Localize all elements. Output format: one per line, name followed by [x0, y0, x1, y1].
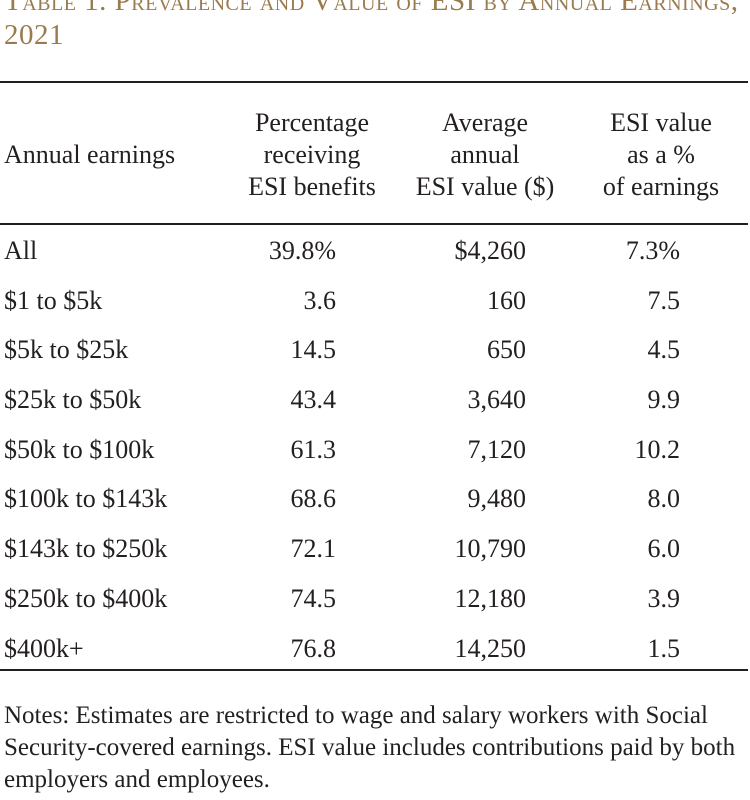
- cell-earnings: $250k to $400k: [4, 583, 168, 613]
- cell-percentage: 61.3: [290, 434, 337, 464]
- cell-value-percent: 4.5: [647, 335, 681, 365]
- cell-earnings: $5k to $25k: [4, 335, 129, 365]
- cell-percentage: 39.8%: [268, 236, 336, 265]
- cell-earnings: $400k+: [4, 633, 84, 663]
- header-line: Percentage: [254, 108, 370, 137]
- table-title: Table 1. Prevalence and Value of ESI by …: [4, 0, 739, 51]
- header-line: of earnings: [602, 172, 720, 201]
- header-line: receiving: [263, 140, 361, 169]
- header-line: as a %: [627, 140, 695, 169]
- cell-average-value: 12,180: [454, 583, 527, 613]
- header-line: annual: [450, 140, 520, 169]
- cell-percentage: 14.5: [290, 335, 337, 365]
- cell-value-percent: 7.3%: [625, 236, 680, 265]
- cell-percentage: 3.6: [303, 285, 337, 315]
- cell-average-value: $4,260: [454, 236, 527, 265]
- cell-percentage: 68.6: [290, 484, 337, 514]
- table-row: $250k to $400k 74.5 12,180 3.9: [0, 574, 748, 624]
- cell-percentage: 76.8: [290, 633, 337, 663]
- cell-percentage: 72.1: [290, 534, 337, 564]
- cell-average-value: 10,790: [454, 534, 527, 564]
- cell-percentage: 74.5: [290, 583, 337, 613]
- header-rule: [0, 223, 748, 225]
- cell-average-value: 14,250: [454, 633, 527, 663]
- cell-earnings: $50k to $100k: [4, 434, 155, 464]
- cell-average-value: 3,640: [467, 385, 527, 415]
- table-body: All 39.8% $4,260 7.3% $1 to $5k 3.6 160 …: [0, 226, 748, 673]
- header-annual-earnings: Annual earnings: [4, 139, 175, 171]
- header-line: ESI value: [610, 108, 712, 137]
- cell-earnings: All: [4, 236, 38, 265]
- cell-value-percent: 1.5: [647, 633, 681, 663]
- cell-average-value: 9,480: [467, 484, 527, 514]
- table-row: $25k to $50k 43.4 3,640 9.9: [0, 375, 748, 425]
- cell-earnings: $143k to $250k: [4, 534, 168, 564]
- table-row: $1 to $5k 3.6 160 7.5: [0, 276, 748, 326]
- header-line: Average: [441, 108, 529, 137]
- cell-average-value: 650: [487, 335, 526, 365]
- table-row: All 39.8% $4,260 7.3%: [0, 226, 748, 276]
- header-line: Annual earnings: [4, 140, 176, 169]
- header-esi-value-percent: ESI value as a % of earnings: [582, 107, 740, 203]
- cell-percentage: 43.4: [290, 385, 337, 415]
- bottom-rule: [0, 669, 748, 671]
- table-row: $50k to $100k 61.3 7,120 10.2: [0, 425, 748, 475]
- cell-value-percent: 8.0: [647, 484, 681, 514]
- cell-earnings: $1 to $5k: [4, 285, 103, 315]
- cell-earnings: $25k to $50k: [4, 385, 142, 415]
- table-row: $400k+ 76.8 14,250 1.5: [0, 624, 748, 674]
- top-rule: [0, 81, 748, 83]
- header-average-esi-value: Average annual ESI value ($): [403, 107, 567, 203]
- header-percentage-receiving: Percentage receiving ESI benefits: [232, 107, 392, 203]
- cell-value-percent: 10.2: [634, 434, 681, 464]
- cell-value-percent: 3.9: [647, 583, 681, 613]
- table-row: $5k to $25k 14.5 650 4.5: [0, 325, 748, 375]
- cell-average-value: 7,120: [467, 434, 527, 464]
- cell-earnings: $100k to $143k: [4, 484, 168, 514]
- table-row: $143k to $250k 72.1 10,790 6.0: [0, 524, 748, 574]
- header-line: ESI benefits: [248, 172, 376, 201]
- table-row: $100k to $143k 68.6 9,480 8.0: [0, 474, 748, 524]
- cell-value-percent: 9.9: [647, 385, 681, 415]
- header-line: ESI value ($): [415, 172, 555, 201]
- cell-value-percent: 7.5: [647, 285, 681, 315]
- cell-value-percent: 6.0: [647, 534, 681, 564]
- cell-average-value: 160: [487, 285, 526, 315]
- table-notes: Notes: Estimates are restricted to wage …: [4, 702, 736, 793]
